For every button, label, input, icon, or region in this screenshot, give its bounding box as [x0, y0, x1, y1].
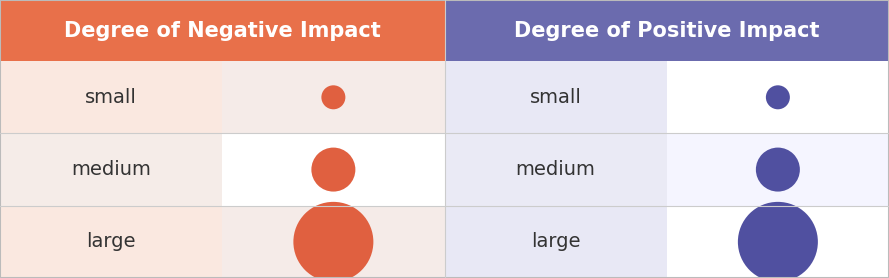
FancyBboxPatch shape [0, 61, 222, 133]
FancyBboxPatch shape [444, 0, 889, 61]
Ellipse shape [311, 148, 356, 192]
Text: Degree of Positive Impact: Degree of Positive Impact [514, 21, 820, 41]
FancyBboxPatch shape [444, 133, 667, 206]
FancyBboxPatch shape [0, 206, 222, 278]
Text: medium: medium [516, 160, 596, 179]
Text: medium: medium [71, 160, 151, 179]
FancyBboxPatch shape [222, 206, 444, 278]
FancyBboxPatch shape [667, 61, 889, 133]
Ellipse shape [738, 202, 818, 278]
Ellipse shape [756, 148, 800, 192]
Text: Degree of Negative Impact: Degree of Negative Impact [64, 21, 380, 41]
Text: small: small [85, 88, 137, 107]
FancyBboxPatch shape [667, 206, 889, 278]
FancyBboxPatch shape [667, 133, 889, 206]
FancyBboxPatch shape [222, 61, 444, 133]
Ellipse shape [322, 85, 345, 109]
Text: large: large [86, 232, 136, 251]
FancyBboxPatch shape [444, 206, 667, 278]
Ellipse shape [766, 85, 789, 109]
Text: small: small [530, 88, 581, 107]
FancyBboxPatch shape [222, 133, 444, 206]
FancyBboxPatch shape [0, 133, 222, 206]
Text: large: large [531, 232, 581, 251]
Ellipse shape [293, 202, 373, 278]
FancyBboxPatch shape [444, 61, 667, 133]
FancyBboxPatch shape [0, 0, 444, 61]
